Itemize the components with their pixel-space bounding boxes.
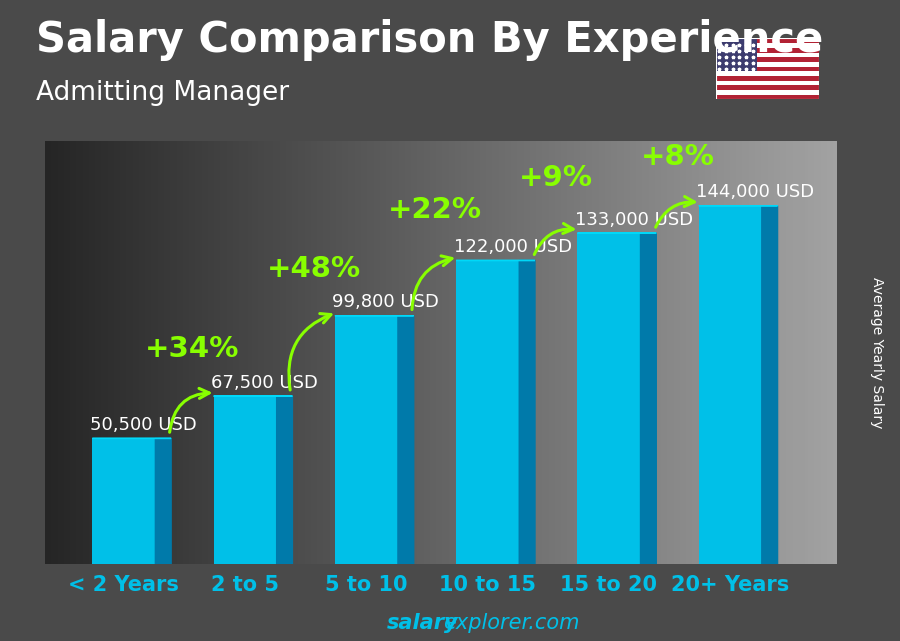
Polygon shape: [519, 260, 535, 564]
Polygon shape: [276, 396, 292, 564]
Bar: [716, 85, 819, 90]
Polygon shape: [398, 316, 414, 564]
Bar: [716, 81, 819, 85]
Text: 50,500 USD: 50,500 USD: [90, 416, 196, 434]
Polygon shape: [641, 233, 656, 564]
Text: 99,800 USD: 99,800 USD: [332, 294, 439, 312]
Bar: [716, 67, 819, 71]
Text: +22%: +22%: [388, 196, 482, 224]
Bar: [716, 53, 819, 57]
Bar: [716, 43, 819, 48]
Text: +8%: +8%: [641, 144, 715, 171]
Bar: [335, 316, 398, 564]
Text: Salary Comparison By Experience: Salary Comparison By Experience: [36, 19, 824, 62]
Text: Average Yearly Salary: Average Yearly Salary: [870, 277, 885, 428]
Bar: [716, 62, 819, 67]
Text: 122,000 USD: 122,000 USD: [454, 238, 572, 256]
Polygon shape: [156, 438, 171, 564]
Bar: [93, 438, 156, 564]
Text: 67,500 USD: 67,500 USD: [212, 374, 318, 392]
Text: salary: salary: [387, 613, 459, 633]
Bar: [578, 233, 641, 564]
Polygon shape: [761, 206, 778, 564]
Bar: [213, 396, 276, 564]
Text: explorer.com: explorer.com: [443, 613, 580, 633]
Bar: [716, 57, 819, 62]
Bar: [698, 206, 761, 564]
Bar: [716, 48, 819, 53]
Bar: [716, 38, 819, 43]
Text: 144,000 USD: 144,000 USD: [697, 183, 814, 201]
Bar: [716, 38, 757, 71]
Bar: [716, 71, 819, 76]
Bar: [456, 260, 519, 564]
Text: +34%: +34%: [145, 335, 239, 363]
Text: 133,000 USD: 133,000 USD: [575, 211, 693, 229]
Bar: [716, 95, 819, 99]
Text: +9%: +9%: [519, 164, 593, 192]
Text: Admitting Manager: Admitting Manager: [36, 80, 289, 106]
Bar: [716, 76, 819, 81]
Bar: [716, 90, 819, 95]
Text: +48%: +48%: [266, 254, 361, 283]
